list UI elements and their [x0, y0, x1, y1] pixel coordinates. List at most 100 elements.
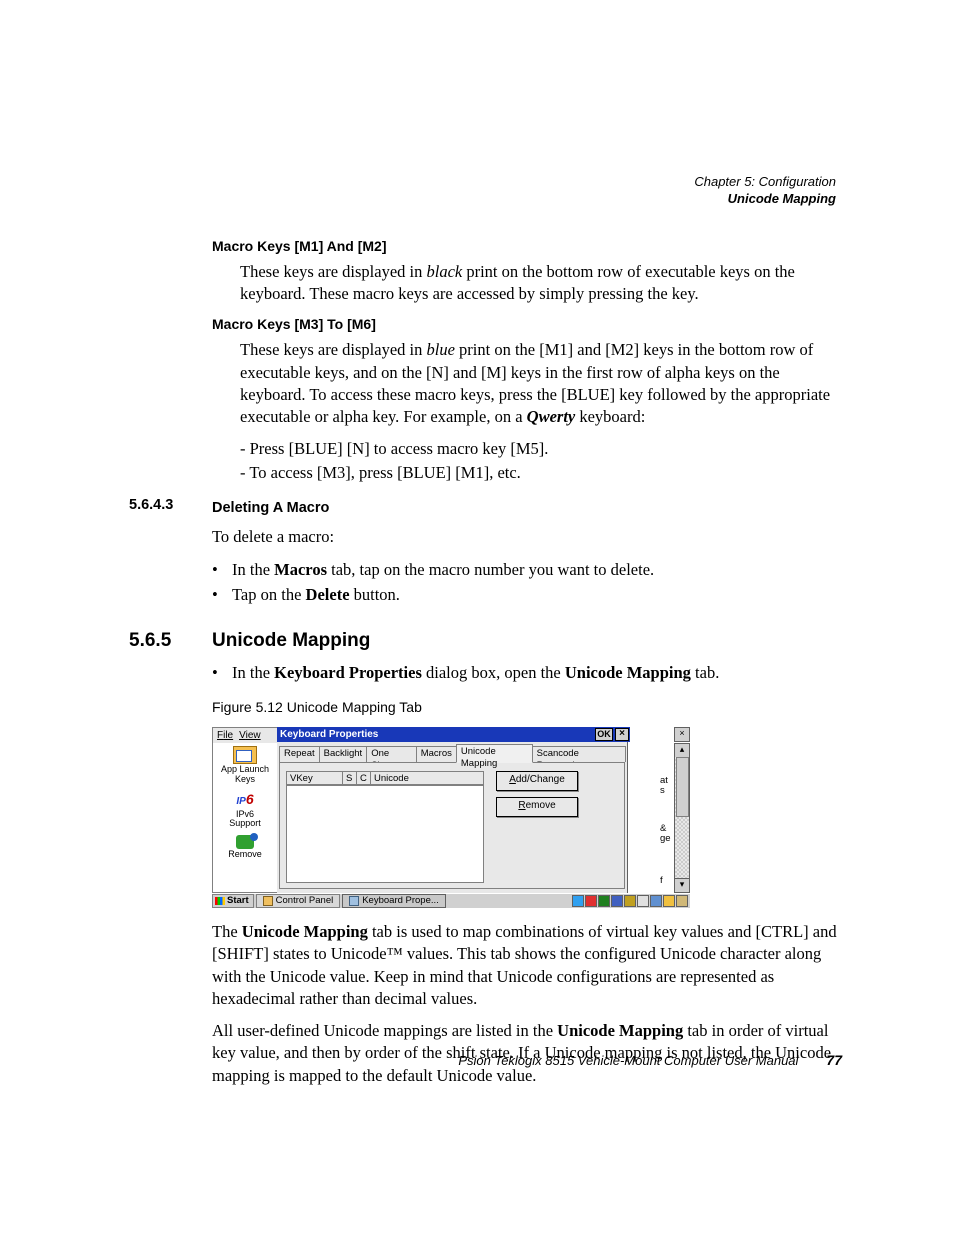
scroll-down-icon[interactable]: ▾ [674, 878, 690, 893]
tab-unicode-mapping[interactable]: Unicode Mapping [456, 744, 533, 763]
footer-title: Psion Teklogix 8515 Vehicle-Mount Comput… [458, 1053, 798, 1068]
header-section: Unicode Mapping [694, 191, 836, 206]
text-fragment: tab, tap on the macro number you want to… [327, 560, 654, 579]
section-title-deleting-macro: Deleting A Macro [212, 500, 329, 516]
text-delete-intro: To delete a macro: [212, 526, 842, 548]
text-bold: Delete [306, 585, 350, 604]
dash-item: Press [BLUE] [N] to access macro key [M5… [240, 438, 842, 460]
taskbar: Start Control Panel Keyboard Prope... [212, 893, 690, 908]
sidebar-label-ipv6: IPv6Support [213, 810, 277, 829]
close-button[interactable]: × [615, 728, 629, 741]
text-fragment: tab. [691, 663, 719, 682]
table-header: VKey S C Unicode [286, 771, 484, 785]
menu-view[interactable]: View [239, 729, 261, 743]
menu-file[interactable]: File [217, 729, 233, 743]
folder-icon [263, 896, 273, 906]
col-s[interactable]: S [342, 771, 356, 785]
menubar: File View [212, 727, 282, 744]
text-emphasis: blue [426, 340, 454, 359]
tray-icon[interactable] [676, 895, 688, 907]
start-label: Start [227, 895, 249, 908]
dash-item: To access [M3], press [BLUE] [M1], etc. [240, 462, 842, 484]
tab-repeat[interactable]: Repeat [279, 746, 320, 762]
taskbar-item-control-panel[interactable]: Control Panel [256, 894, 341, 908]
footer-page-number: 77 [826, 1052, 842, 1068]
text-fragment: These keys are displayed in [240, 262, 426, 281]
ipv6-icon[interactable]: IP6 [213, 790, 277, 809]
sidebar: App Launch Keys IP6 IPv6Support Remove [212, 743, 278, 893]
tab-strip: Repeat Backlight One Shots Macros Unicod… [279, 746, 625, 762]
col-unicode[interactable]: Unicode [370, 771, 484, 785]
bullet-list-delete: In the Macros tab, tap on the macro numb… [212, 559, 842, 607]
bg-text: f [660, 875, 663, 888]
tray-icon[interactable] [663, 895, 675, 907]
text-emphasis-bold: Qwerty [527, 407, 576, 426]
col-vkey[interactable]: VKey [286, 771, 342, 785]
text-fragment: dialog box, open the [422, 663, 565, 682]
text-fragment: In the [232, 663, 274, 682]
keyboard-icon [349, 896, 359, 906]
bullet-list-unicode: In the Keyboard Properties dialog box, o… [212, 662, 842, 684]
tab-one-shots[interactable]: One Shots [366, 746, 417, 762]
bullet-item: In the Macros tab, tap on the macro numb… [212, 559, 842, 581]
add-change-button[interactable]: Add/Change [496, 771, 578, 791]
tray-icon[interactable] [585, 895, 597, 907]
text-underline: R [518, 800, 525, 811]
remove-button[interactable]: Remove [496, 797, 578, 817]
scroll-up-icon[interactable]: ▴ [674, 743, 690, 758]
figure-screenshot: File View App Launch Keys IP6 IPv6Suppor… [212, 727, 690, 907]
tray-icon[interactable] [572, 895, 584, 907]
heading-macro-m3-m6: Macro Keys [M3] To [M6] [212, 315, 842, 334]
bullet-item: In the Keyboard Properties dialog box, o… [212, 662, 842, 684]
system-tray [572, 895, 690, 907]
scrollbar-thumb[interactable] [676, 757, 689, 817]
taskbar-item-keyboard-props[interactable]: Keyboard Prope... [342, 894, 446, 908]
text-fragment: dd/Change [516, 774, 565, 785]
paragraph-unicode-desc: The Unicode Mapping tab is used to map c… [212, 921, 842, 1010]
remove-programs-icon[interactable] [236, 835, 254, 849]
close-icon[interactable]: × [674, 727, 690, 742]
tray-icon[interactable] [637, 895, 649, 907]
text-bold: Unicode Mapping [242, 922, 368, 941]
ok-button[interactable]: OK [595, 728, 613, 741]
text-bold: Macros [274, 560, 327, 579]
text-emphasis: black [426, 262, 462, 281]
page-header: Chapter 5: Configuration Unicode Mapping [694, 174, 836, 206]
right-pane: × ▴ ▾ at s & ge f [632, 727, 690, 893]
text-fragment: All user-defined Unicode mappings are li… [212, 1021, 557, 1040]
page-footer: Psion Teklogix 8515 Vehicle-Mount Comput… [110, 1052, 842, 1068]
header-chapter: Chapter 5: Configuration [694, 174, 836, 189]
table-body[interactable] [286, 785, 484, 883]
bg-text: s [660, 785, 665, 798]
section-number: 5.6.5 [129, 628, 171, 654]
text-fragment: button. [350, 585, 400, 604]
text-fragment: These keys are displayed in [240, 340, 426, 359]
text-bold: Keyboard Properties [274, 663, 422, 682]
col-c[interactable]: C [356, 771, 370, 785]
app-launch-keys-icon[interactable] [233, 746, 257, 764]
task-label: Control Panel [276, 895, 334, 908]
section-title-unicode-mapping: Unicode Mapping [212, 630, 370, 651]
tray-icon[interactable] [611, 895, 623, 907]
heading-macro-m1-m2: Macro Keys [M1] And [M2] [212, 237, 842, 256]
dash-list-macro: Press [BLUE] [N] to access macro key [M5… [240, 438, 842, 484]
text-bold: Unicode Mapping [565, 663, 691, 682]
task-label: Keyboard Prope... [362, 895, 439, 908]
tab-backlight[interactable]: Backlight [319, 746, 368, 762]
bullet-item: Tap on the Delete button. [212, 584, 842, 606]
tray-icon[interactable] [650, 895, 662, 907]
sidebar-label-app-launch: App Launch Keys [213, 765, 277, 784]
tray-icon[interactable] [598, 895, 610, 907]
tray-icon[interactable] [624, 895, 636, 907]
text-fragment: ile [223, 730, 233, 741]
text-fragment: In the [232, 560, 274, 579]
tab-scancode-remapping[interactable]: Scancode Remapping [532, 746, 626, 762]
text-fragment: Tap on the [232, 585, 306, 604]
dialog-body: Repeat Backlight One Shots Macros Unicod… [277, 742, 628, 894]
text-fragment: emove [526, 800, 556, 811]
text-macro-m1-m2: These keys are displayed in black print … [240, 261, 842, 306]
tab-macros[interactable]: Macros [416, 746, 457, 762]
text-underline: A [509, 774, 516, 785]
windows-flag-icon [215, 897, 225, 905]
start-button[interactable]: Start [212, 894, 254, 908]
